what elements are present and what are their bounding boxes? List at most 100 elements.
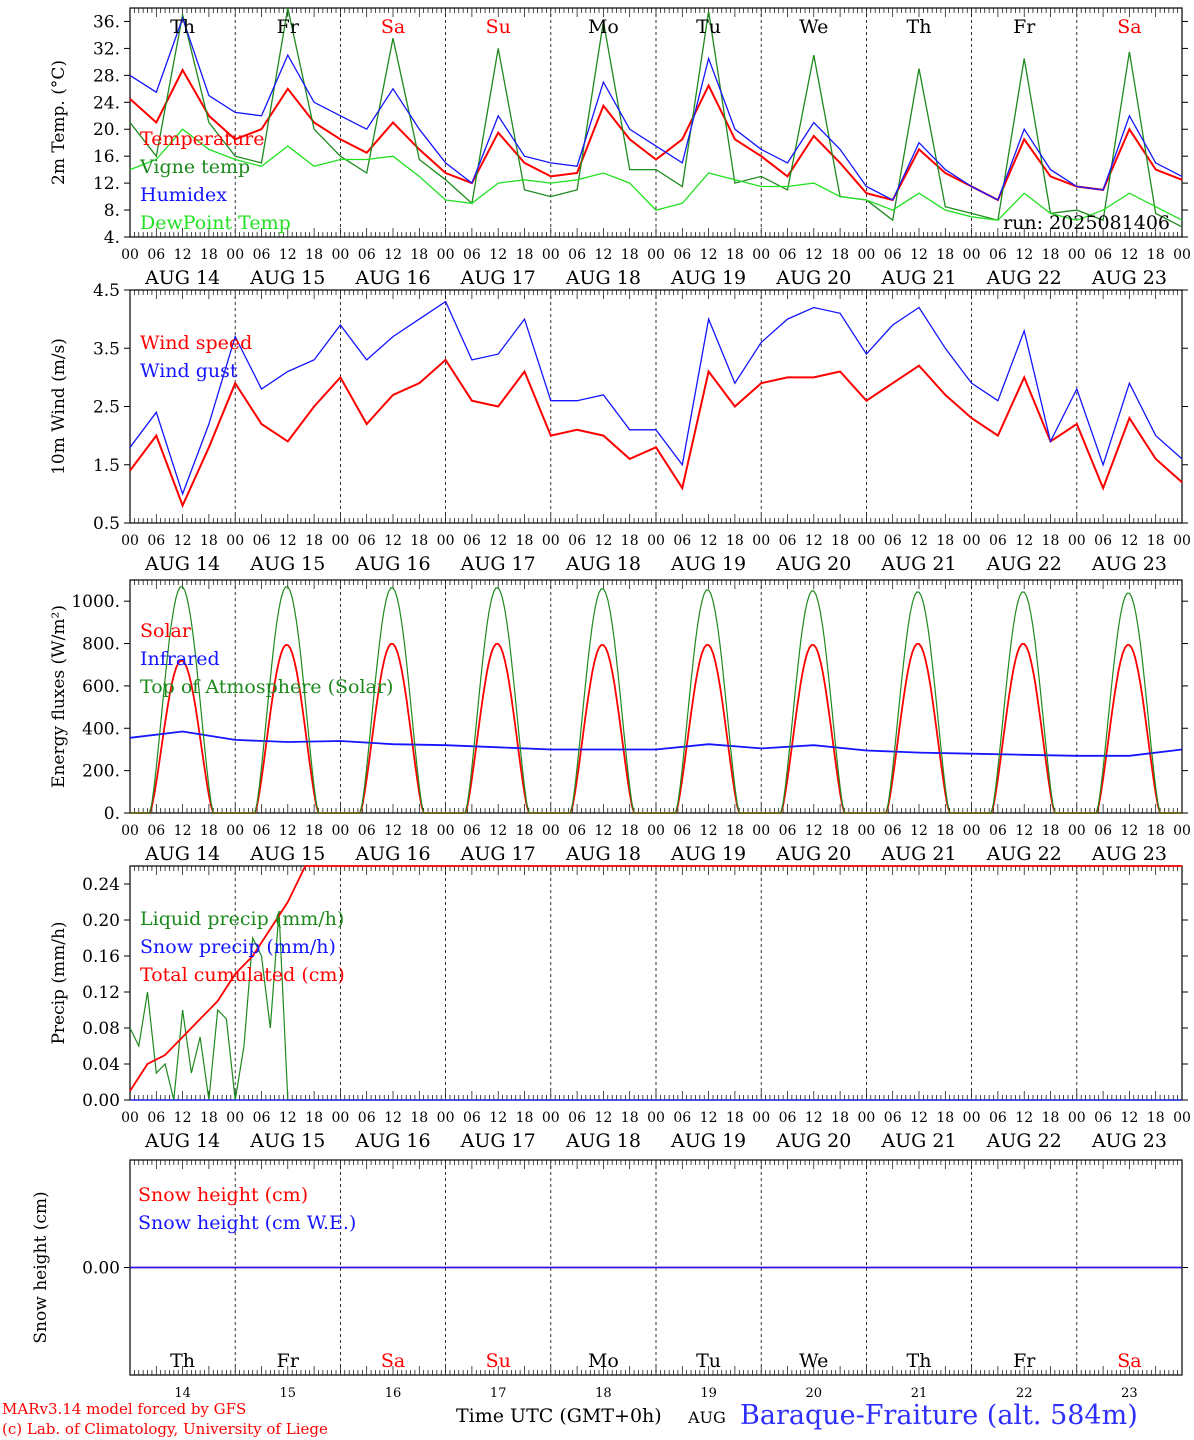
hour-tick-label: 12 [279, 247, 297, 263]
hour-tick-label: 00 [542, 823, 560, 839]
hour-tick-label: 00 [647, 533, 665, 549]
legend-entry: Snow height (cm W.E.) [138, 1212, 356, 1234]
hour-tick-label: 00 [226, 533, 244, 549]
hour-tick-label: 12 [1015, 533, 1033, 549]
y-axis-title: Precip (mm/h) [49, 921, 69, 1044]
weekday-label: Fr [277, 1350, 300, 1372]
hour-tick-label: 00 [1068, 1110, 1086, 1126]
hour-tick-label: 12 [384, 823, 402, 839]
hour-tick-label: 00 [857, 247, 875, 263]
hour-tick-label: 00 [647, 247, 665, 263]
hour-tick-label: 00 [331, 533, 349, 549]
hour-tick-label: 18 [726, 823, 744, 839]
y-tick-label: 36. [93, 12, 120, 32]
hour-tick-label: 18 [1147, 247, 1165, 263]
hour-tick-label: 06 [568, 823, 586, 839]
hour-tick-label: 00 [121, 247, 139, 263]
hour-tick-label: 12 [910, 533, 928, 549]
date-label: AUG 21 [880, 553, 956, 575]
model-credit: MARv3.14 model forced by GFS [2, 1400, 247, 1418]
y-tick-label: 0.04 [82, 1055, 120, 1075]
hour-tick-label: 12 [279, 823, 297, 839]
hour-tick-label: 12 [805, 1110, 823, 1126]
hour-tick-label: 18 [1147, 533, 1165, 549]
date-label: AUG 15 [249, 553, 325, 575]
series-line [130, 643, 1182, 814]
hour-tick-label: 00 [963, 823, 981, 839]
hour-tick-label: 12 [384, 247, 402, 263]
day-number-label: 14 [174, 1386, 191, 1401]
weekday-label: Su [486, 1350, 511, 1372]
hour-tick-label: 00 [963, 533, 981, 549]
time-axis-title: Time UTC (GMT+0h) [456, 1405, 662, 1427]
weekday-label: Sa [381, 16, 405, 38]
y-tick-label: 4. [104, 228, 120, 248]
legend-entry: Top of Atmosphere (Solar) [140, 676, 393, 698]
day-number-label: 19 [700, 1386, 717, 1401]
y-axis-title: 10m Wind (m/s) [49, 338, 69, 475]
y-tick-label: 4.5 [93, 281, 120, 301]
hour-tick-label: 18 [1147, 1110, 1165, 1126]
weekday-label: Th [170, 16, 195, 38]
hour-tick-label: 18 [936, 823, 954, 839]
panel-3: Energy fluxes (W/m²) 00 06 12 18 00 06 12 18 00 06… [49, 579, 1191, 865]
date-label: AUG 22 [986, 1130, 1062, 1152]
date-label: AUG 14 [144, 267, 220, 289]
legend-entry: Wind speed [140, 332, 252, 354]
y-tick-label: 800. [82, 635, 120, 655]
hour-tick-label: 06 [568, 247, 586, 263]
hour-tick-label: 06 [147, 533, 165, 549]
date-label: AUG 22 [986, 553, 1062, 575]
y-tick-label: 0.24 [82, 875, 120, 895]
y-tick-label: 0.16 [82, 947, 120, 967]
weekday-label: Su [486, 16, 511, 38]
hour-tick-label: 06 [673, 247, 691, 263]
legend-entry: Liquid precip (mm/h) [140, 908, 344, 930]
hour-tick-label: 06 [779, 823, 797, 839]
hour-tick-label: 00 [752, 1110, 770, 1126]
hour-tick-label: 00 [1068, 533, 1086, 549]
copyright-credit: (c) Lab. of Climatology, University of L… [2, 1420, 328, 1438]
weekday-label: Sa [381, 1350, 405, 1372]
date-label: AUG 16 [354, 843, 430, 865]
y-tick-label: 400. [82, 719, 120, 739]
day-number-label: 17 [490, 1386, 507, 1401]
date-label: AUG 15 [249, 1130, 325, 1152]
weekday-label: We [799, 16, 828, 38]
y-axis-title: Energy fluxes (W/m²) [49, 605, 69, 788]
y-axis-title: Snow height (cm) [31, 1191, 51, 1343]
hour-tick-label: 06 [673, 533, 691, 549]
series-line [129, 7, 1183, 228]
y-tick-label: 600. [82, 677, 120, 697]
hour-tick-label: 12 [174, 533, 192, 549]
y-tick-label: 12. [93, 174, 120, 194]
y-tick-label: 1.5 [93, 456, 120, 476]
y-tick-label: 2.5 [93, 398, 120, 418]
hour-tick-label: 12 [594, 247, 612, 263]
month-label: AUG [688, 1408, 726, 1427]
hour-tick-label: 06 [568, 1110, 586, 1126]
hour-tick-label: 00 [331, 1110, 349, 1126]
hour-tick-label: 18 [621, 823, 639, 839]
series-line [129, 358, 1183, 509]
legend-entry: Vigne temp [139, 156, 250, 178]
date-label: AUG 16 [354, 553, 430, 575]
hour-tick-label: 00 [647, 823, 665, 839]
y-tick-label: 0.00 [82, 1259, 120, 1279]
date-label: AUG 14 [144, 553, 220, 575]
hour-tick-label: 06 [358, 533, 376, 549]
hour-tick-label: 06 [147, 1110, 165, 1126]
hour-tick-label: 06 [989, 247, 1007, 263]
hour-tick-label: 00 [226, 823, 244, 839]
date-label: AUG 22 [986, 843, 1062, 865]
hour-tick-label: 18 [831, 247, 849, 263]
hour-tick-label: 18 [516, 1110, 534, 1126]
legend-entry: Solar [140, 620, 192, 642]
weekday-label: Tu [696, 1350, 721, 1372]
hour-tick-label: 18 [200, 823, 218, 839]
hour-tick-label: 12 [910, 247, 928, 263]
legend-entry: Total cumulated (cm) [140, 964, 345, 986]
date-label: AUG 17 [460, 843, 536, 865]
day-number-label: 15 [280, 1386, 297, 1401]
date-label: AUG 19 [670, 553, 746, 575]
